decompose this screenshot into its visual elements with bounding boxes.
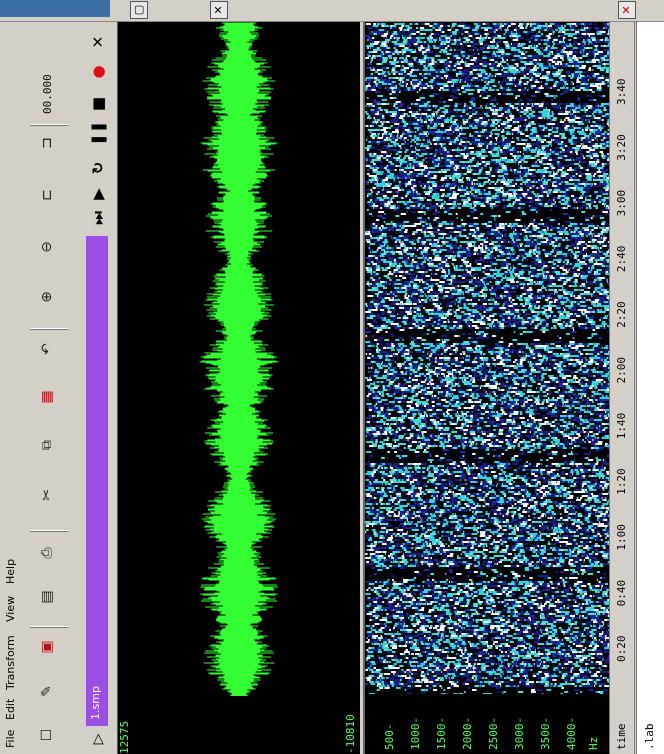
toolbar-divider [30,124,68,126]
waveform-min-label: -10810 [344,696,360,754]
file-track-bar[interactable]: 1.smp [86,236,108,726]
label-track[interactable]: .lab [636,22,664,754]
frequency-tick-label: 1500- [435,716,448,750]
print-icon[interactable]: ▤ [39,590,55,604]
zoom-in-icon[interactable]: ⊕ [39,291,55,303]
timeline-ruler: time 0:20 0:40 1:00 1:20 1:40 2:00 2:20 2:40 3:0… [609,22,635,754]
host-window-strip: ▢ ✕ ✕ [0,0,664,22]
timeline-tick-label: 1:20 [615,468,628,495]
toolbar: ☐ ✎ ▣ ▤ ⎙ ✂ ⧉ ▦ ↶ ⊕ ⊖ ⊏ ⊐ 00.000 [22,22,81,754]
close-x-icon[interactable]: ✕ [618,1,636,19]
import-icon[interactable]: ⎙ [39,547,55,559]
timeline-tick-label: 3:00 [615,189,628,217]
close-icon[interactable]: ✕ [210,1,228,19]
undo-icon[interactable]: ↶ [39,343,55,355]
timeline-tick-label: 2:20 [615,301,628,328]
menu-file[interactable]: File [4,729,17,748]
save-icon[interactable]: ▣ [39,640,55,654]
frequency-tick-label: 2000- [461,716,474,750]
open-file-icon[interactable]: ✎ [39,685,55,697]
hz-unit-label: Hz [587,736,600,750]
skip-end-icon[interactable]: ⏭ [89,211,107,225]
loop-icon[interactable]: ↻ [89,161,107,175]
waveform-graph[interactable] [118,22,360,696]
menu-transform[interactable]: Transform [4,635,17,690]
track-expand-icon[interactable]: ▷ [90,733,106,745]
frequency-tick-label: 1000- [409,716,422,750]
spectrogram-graph[interactable] [365,22,609,694]
play-icon[interactable]: ▶ [89,188,107,200]
timeline-tick-label: 2:40 [615,245,628,273]
minimize-icon[interactable]: ▢ [130,1,148,19]
frequency-axis: Hz 4000- 3500- 3000- 2500- 2000- 1500- 1000- 50… [365,696,609,754]
paste-icon[interactable]: ▦ [39,390,55,404]
zoom-out-icon[interactable]: ⊖ [39,241,55,253]
close-track-icon[interactable]: ✕ [89,35,107,49]
transport-bar: ▷ 1.smp ⏭ ▶ ↻ ❚❚ ■ ● ✕ [80,22,116,754]
timeline-tick-label: 1:00 [615,524,628,551]
timeline-tick-label: 0:20 [615,635,628,663]
label-track-name: .lab [643,723,656,751]
frequency-tick-label: 500- [383,723,396,751]
timeline-label: time [615,723,628,751]
timeline-tick-label: 1:40 [615,412,628,440]
zoom-selection-icon[interactable]: ⊐ [39,137,55,149]
timeline-tick-label: 3:40 [615,78,628,106]
frequency-tick-label: 3500- [539,716,552,750]
file-track-label: 1.smp [89,686,102,720]
new-file-icon[interactable]: ☐ [39,728,55,742]
menu-help[interactable]: Help [4,558,17,584]
timeline-tick-label: 3:20 [615,134,628,161]
timeline-tick-label: 0:40 [615,579,628,607]
copy-icon[interactable]: ⧉ [39,440,55,450]
cut-icon[interactable]: ✂ [39,489,55,501]
zoom-value-field[interactable]: 00.000 [38,60,58,114]
waveform-trace [199,22,279,696]
toolbar-divider [30,626,68,628]
frequency-tick-label: 4000- [565,716,578,750]
timeline-tick-label: 2:00 [615,357,628,384]
menu-edit[interactable]: Edit [4,698,17,720]
host-titlebar [0,0,110,17]
toolbar-divider [30,530,68,532]
spectrogram-panel[interactable]: Hz 4000- 3500- 3000- 2500- 2000- 1500- 1000- 50… [363,22,609,754]
frequency-tick-label: 2500- [487,716,500,750]
menu-view[interactable]: View [4,595,17,622]
toolbar-divider [30,328,68,330]
waveform-max-label: 12575 [118,696,134,754]
pause-icon[interactable]: ❚❚ [89,120,107,146]
zoom-fit-icon[interactable]: ⊏ [39,189,55,201]
stop-icon[interactable]: ■ [89,96,107,112]
spectrogram-band [365,23,609,694]
waveform-panel[interactable]: 12575 -10810 [117,22,360,754]
menu-bar: File Edit Transform View Help [0,22,23,754]
record-icon[interactable]: ● [89,65,107,79]
frequency-tick-label: 3000- [513,716,526,750]
